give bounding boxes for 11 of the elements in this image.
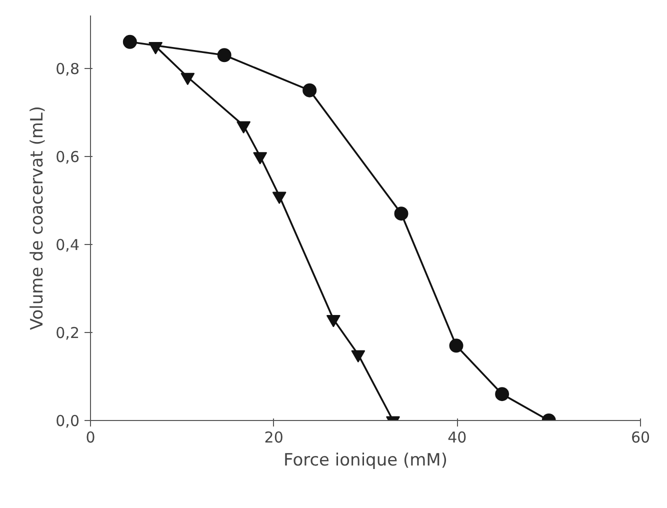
y-tick-label: 0,2 — [56, 324, 80, 342]
x-axis-title: Force ionique (mM) — [284, 450, 448, 470]
y-tick-label: 0,0 — [56, 412, 80, 430]
x-tick-label: 0 — [86, 428, 96, 446]
y-axis-title: Volume de coacervat (mL) — [28, 106, 48, 330]
y-tick-label: 0,4 — [56, 236, 80, 254]
y-tick-label: 0,6 — [56, 148, 80, 166]
x-tick-label: 20 — [264, 428, 284, 446]
y-tick-label: 0,8 — [56, 60, 80, 78]
x-tick-label: 40 — [448, 428, 467, 446]
x-tick-label: 60 — [630, 428, 650, 446]
